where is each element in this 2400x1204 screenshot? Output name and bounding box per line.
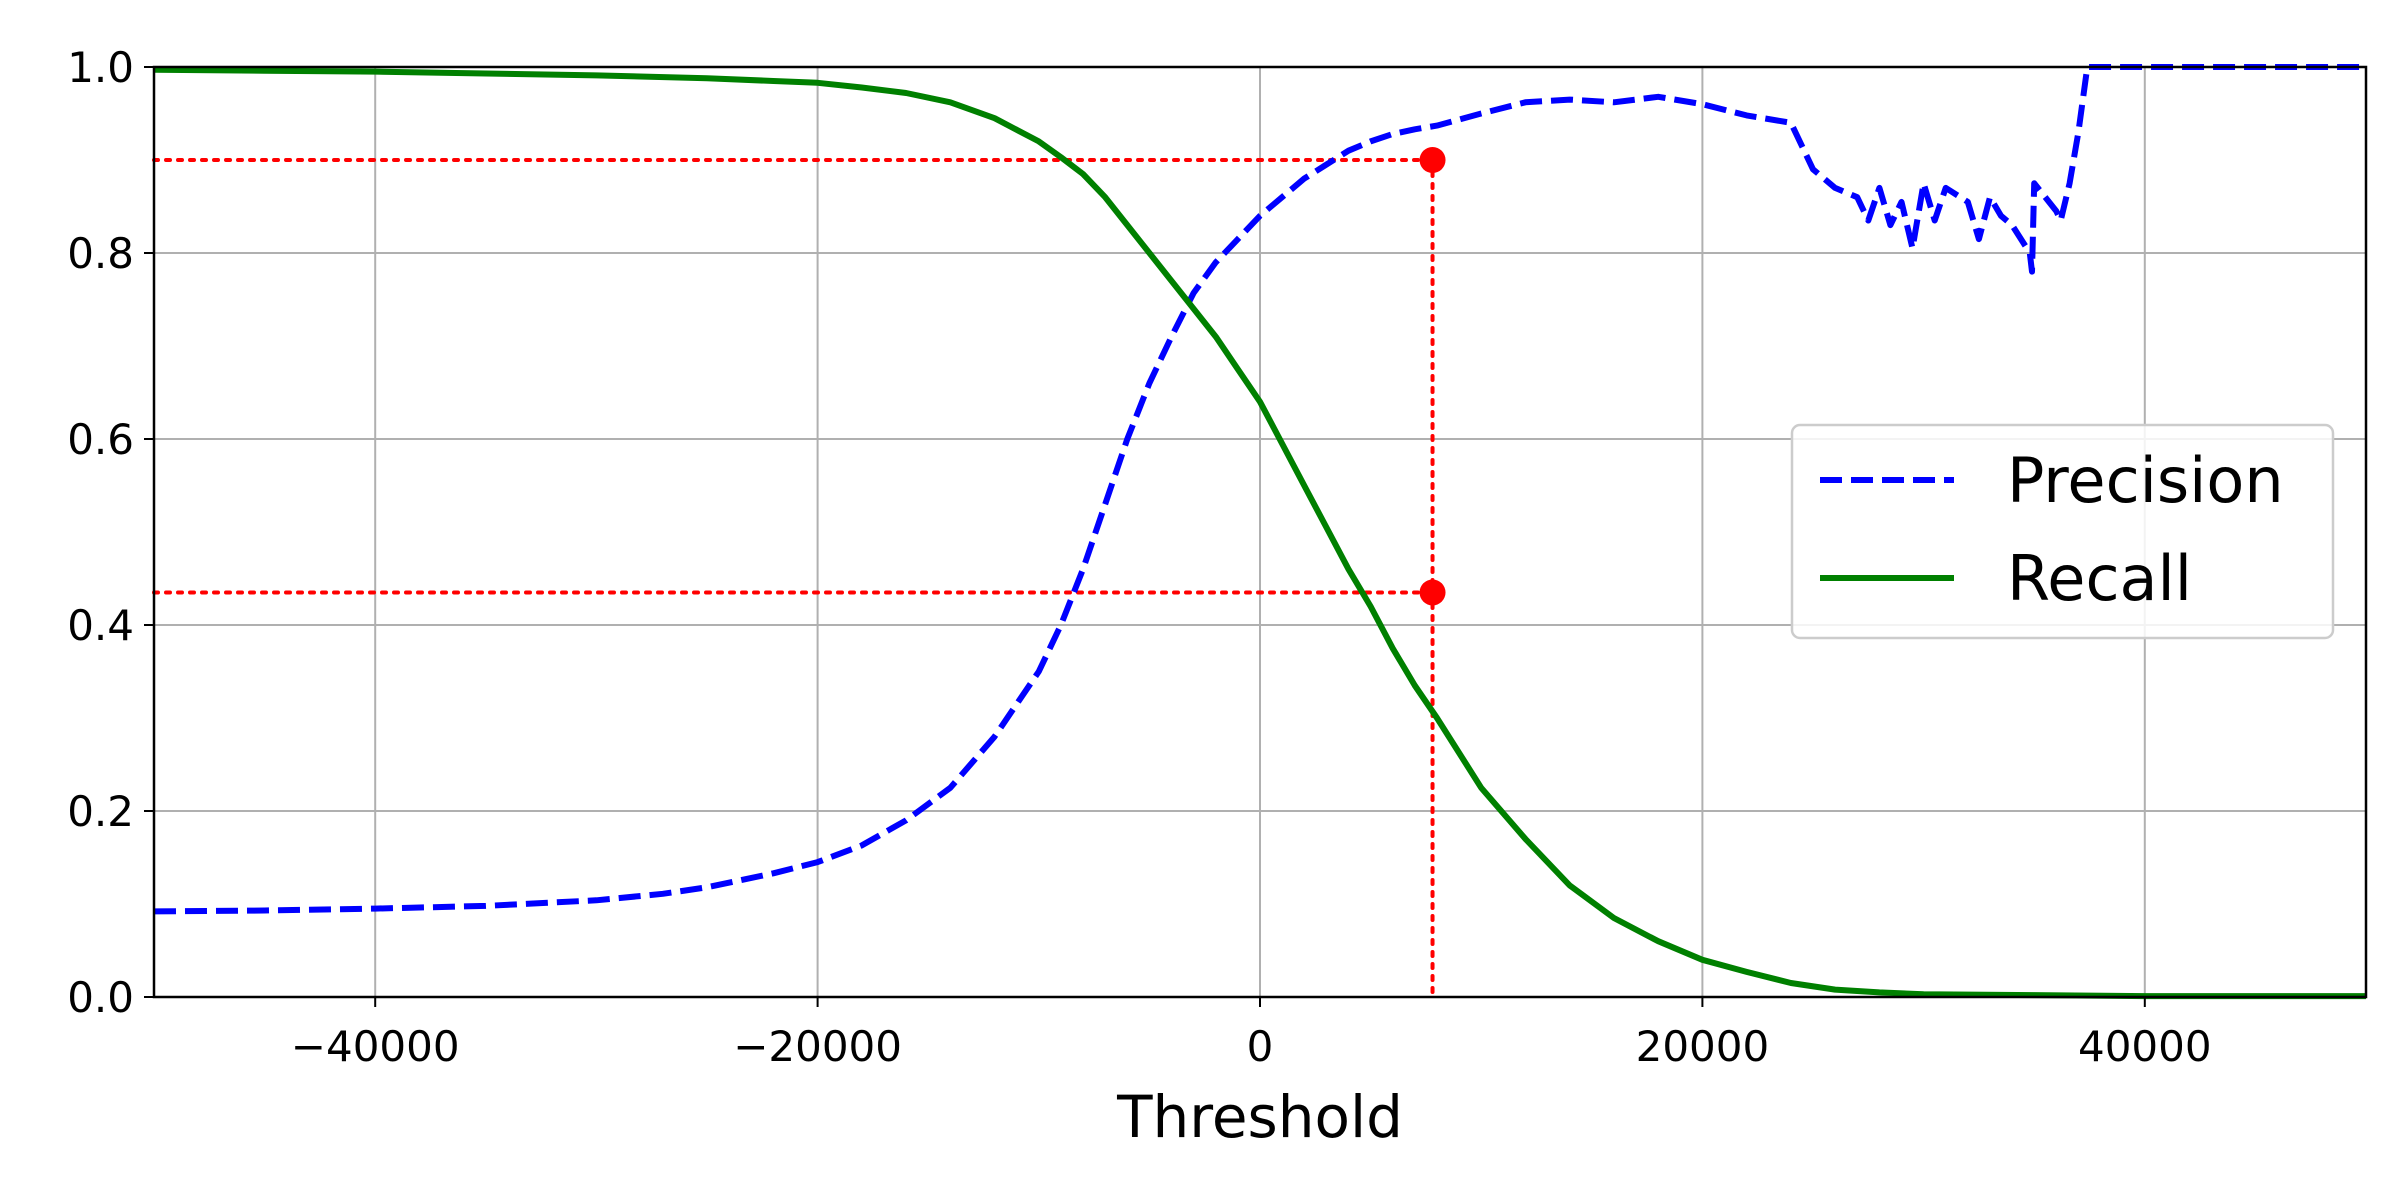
x-tick-label: 40000	[2078, 1022, 2212, 1071]
annotation-points-layer	[1419, 147, 1446, 606]
recall-threshold-point	[1419, 579, 1446, 606]
annotation-lines-layer	[152, 158, 1435, 999]
y-tick-label: 0.6	[67, 415, 134, 464]
series-layer	[153, 64, 2366, 1000]
precision-threshold-point	[1419, 147, 1446, 173]
x-tick-label: 20000	[1636, 1022, 1770, 1071]
x-tick-label: 0	[1247, 1022, 1274, 1071]
legend-label-precision: Precision	[2007, 444, 2284, 517]
ticks-layer: −40000 −20000 0 20000 40000 0.0 0.2 0.4 0.6 0.8 1.…	[67, 43, 2211, 1071]
x-tick-label: −40000	[291, 1022, 460, 1071]
legend: Precision Recall	[1790, 423, 2335, 640]
y-tick-label: 0.0	[67, 973, 134, 1022]
legend-label-recall: Recall	[2007, 542, 2192, 615]
y-tick-label: 1.0	[67, 43, 134, 92]
recall-line	[153, 66, 2366, 1000]
x-axis-label: Threshold	[1116, 1083, 1403, 1151]
x-tick-label: −20000	[733, 1022, 902, 1071]
y-tick-label: 0.2	[67, 787, 134, 836]
y-tick-label: 0.8	[67, 229, 134, 278]
y-tick-label: 0.4	[67, 601, 134, 650]
